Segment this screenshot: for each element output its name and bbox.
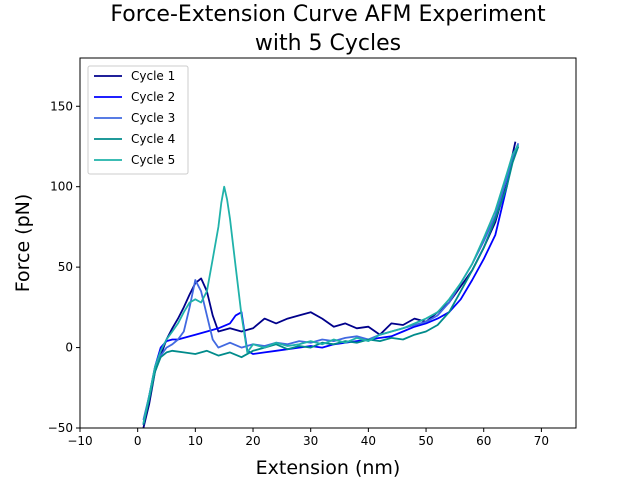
legend: Cycle 1 Cycle 2 Cycle 3 Cycle 4 Cycle 5 xyxy=(87,65,189,175)
x-tick-label: 0 xyxy=(134,434,142,448)
series-line-cycle-5 xyxy=(142,144,520,424)
y-tick-label: 0 xyxy=(65,341,73,355)
x-tick-label: −10 xyxy=(67,434,92,448)
legend-box xyxy=(87,65,189,175)
x-tick-label: 40 xyxy=(361,434,376,448)
legend-label-cycle-2: Cycle 2 xyxy=(131,90,175,104)
legend-label-cycle-1: Cycle 1 xyxy=(131,69,175,83)
series-line-cycle-4 xyxy=(142,146,520,425)
series-line-cycle-3 xyxy=(142,142,520,421)
x-tick-label: 10 xyxy=(188,434,203,448)
x-tick-label: 50 xyxy=(418,434,433,448)
x-tick-label: 70 xyxy=(534,434,549,448)
y-tick-label: 100 xyxy=(50,180,73,194)
series-line-cycle-1 xyxy=(142,141,517,429)
y-axis-label: Force (pN) xyxy=(12,194,34,293)
legend-label-cycle-5: Cycle 5 xyxy=(131,153,175,167)
x-axis-label: Extension (nm) xyxy=(256,457,401,479)
plot-frame xyxy=(79,57,577,429)
legend-label-cycle-3: Cycle 3 xyxy=(131,111,175,125)
x-tick-label: 60 xyxy=(476,434,491,448)
chart-title-line-2: with 5 Cycles xyxy=(255,31,401,56)
chart-title-line-1: Force-Extension Curve AFM Experiment xyxy=(110,2,546,27)
y-tick-label: 50 xyxy=(58,260,73,274)
x-tick-label: 30 xyxy=(303,434,318,448)
plot-lines xyxy=(142,141,520,429)
y-tick-label: 150 xyxy=(50,99,73,113)
x-axis-ticks: −10 0 10 20 30 40 50 60 70 xyxy=(67,428,549,448)
y-tick-label: −50 xyxy=(48,421,73,435)
x-tick-label: 20 xyxy=(245,434,260,448)
y-axis-ticks: −50 0 50 100 150 xyxy=(48,99,80,435)
legend-label-cycle-4: Cycle 4 xyxy=(131,132,175,146)
